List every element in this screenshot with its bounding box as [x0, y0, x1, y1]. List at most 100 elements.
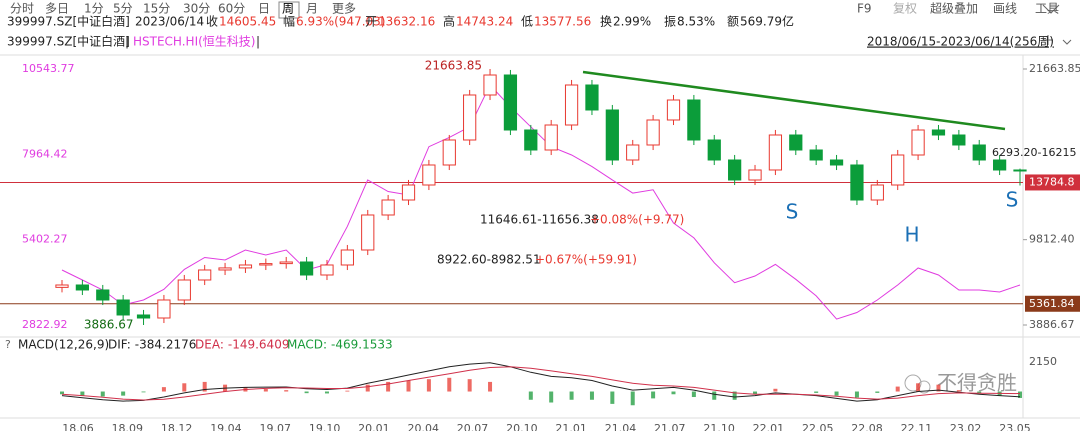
macd-bar — [263, 389, 268, 392]
period-tab[interactable]: 1分 — [84, 2, 104, 16]
cursor-annotation: 6293.20-16215 — [992, 146, 1076, 159]
x-tick-label: 22.11 — [901, 422, 933, 431]
period-tab[interactable]: 多日 — [45, 2, 69, 16]
dif-line — [61, 362, 1021, 402]
period-tab[interactable]: 月 — [306, 2, 318, 16]
quote-value: 569.79亿 — [740, 14, 794, 29]
candle-body — [707, 139, 721, 161]
period-tab[interactable]: 30分 — [183, 2, 210, 16]
macd-bar — [141, 391, 146, 393]
macd-bar — [121, 391, 126, 396]
candle-body — [422, 164, 436, 186]
candle-body — [75, 284, 89, 291]
period-tab[interactable]: 更多 — [332, 2, 356, 16]
candle-body — [809, 149, 823, 161]
macd-bar — [284, 390, 289, 392]
tool-button[interactable]: 复权 — [893, 2, 917, 16]
candle-body — [463, 94, 477, 141]
high-label: 21663.85 — [425, 59, 482, 73]
tool-button[interactable]: 画线 — [993, 2, 1017, 16]
x-tick-label: 18.09 — [112, 422, 144, 431]
expand-icon — [1042, 4, 1060, 14]
macd-bar — [936, 384, 941, 392]
macd-bar — [814, 391, 819, 393]
quote-label: 开 — [365, 15, 377, 29]
candle-body — [626, 144, 640, 161]
tool-button[interactable]: 超级叠加 — [930, 1, 978, 16]
candle-body — [952, 134, 966, 146]
period-tab[interactable]: 15分 — [143, 2, 170, 16]
macd-bar — [80, 391, 85, 396]
quote-label: 换 — [600, 15, 612, 29]
macd-bar — [610, 391, 615, 404]
macd-bar — [304, 391, 309, 394]
candle-body — [116, 299, 130, 316]
price-tag-label: 5361.84 — [1029, 297, 1075, 310]
period-tab[interactable]: 60分 — [218, 2, 245, 16]
macd-bar — [1018, 391, 1022, 398]
macd-header-value: -469.1533 — [331, 338, 393, 352]
y2-tick-label: 10543.77 — [22, 62, 75, 75]
x-tick-label: 22.08 — [851, 422, 883, 431]
tool-button[interactable]: F9 — [857, 2, 872, 16]
candle-body — [993, 159, 1007, 171]
macd-header: DEA: — [195, 338, 224, 352]
x-tick-label: 20.07 — [457, 422, 489, 431]
candle-body — [299, 261, 314, 276]
y-tick-label: 3886.67 — [1029, 318, 1075, 331]
range-annotation: 8922.60-8982.51 — [437, 253, 541, 267]
candle-body — [238, 264, 253, 269]
candle-body — [55, 284, 69, 288]
candle-body — [687, 99, 701, 141]
macd-bar — [447, 377, 452, 392]
macd-bar — [854, 391, 859, 398]
candle-body — [340, 249, 354, 266]
macd-bar — [651, 391, 656, 399]
low-label: 3886.67 — [84, 318, 134, 332]
period-tab[interactable]: 日 — [258, 2, 270, 16]
separator: | — [125, 35, 129, 49]
macd-bar — [691, 391, 696, 398]
macd-bar — [834, 391, 839, 396]
candle-body — [728, 159, 742, 181]
date-range[interactable]: 2018/06/15-2023/06/14(256周) — [867, 35, 1054, 49]
candle-body — [789, 134, 803, 151]
quote-label: 收 — [206, 15, 218, 29]
icons — [1043, 35, 1072, 45]
dea-line — [61, 366, 1021, 401]
period-tab[interactable]: 分时 — [10, 2, 34, 16]
macd-bar — [977, 391, 982, 394]
pattern-label: S — [786, 200, 799, 224]
macd-bar — [406, 380, 411, 392]
main-symbol: 399997.SZ[中证白酒] — [7, 34, 130, 49]
candle-body — [279, 261, 293, 265]
pattern-label: H — [904, 223, 919, 247]
macd-header: MACD: — [287, 338, 327, 352]
period-tab[interactable]: 周 — [282, 2, 294, 16]
macd-bar — [875, 391, 880, 393]
macd-bar — [202, 381, 207, 392]
range-annotation: 11646.61-11656.38 — [480, 213, 599, 227]
period-tab[interactable]: 5分 — [113, 2, 133, 16]
quote-label: 低 — [521, 15, 533, 29]
macd-bar — [956, 390, 961, 392]
macd-bar — [753, 391, 758, 395]
separator: | — [256, 35, 260, 49]
candle-body — [218, 267, 232, 271]
tool-button[interactable]: 工具 — [1035, 2, 1059, 16]
candle-body — [361, 214, 375, 251]
y-tick-label: 9812.40 — [1029, 233, 1075, 246]
x-tick-label: 21.01 — [555, 422, 587, 431]
macd-bar — [732, 391, 737, 400]
x-tick-label: 21.10 — [703, 422, 735, 431]
macd-bar — [916, 383, 921, 392]
x-tick-label: 21.04 — [605, 422, 637, 431]
quote-value: 13577.56 — [534, 15, 591, 29]
candle-body — [931, 129, 946, 136]
macd-bar — [345, 390, 350, 392]
candle-body — [891, 154, 905, 186]
watermark-icon — [904, 374, 922, 392]
quote-value: 14743.24 — [456, 15, 513, 29]
candle-body — [177, 279, 191, 301]
selected-box — [278, 1, 300, 19]
